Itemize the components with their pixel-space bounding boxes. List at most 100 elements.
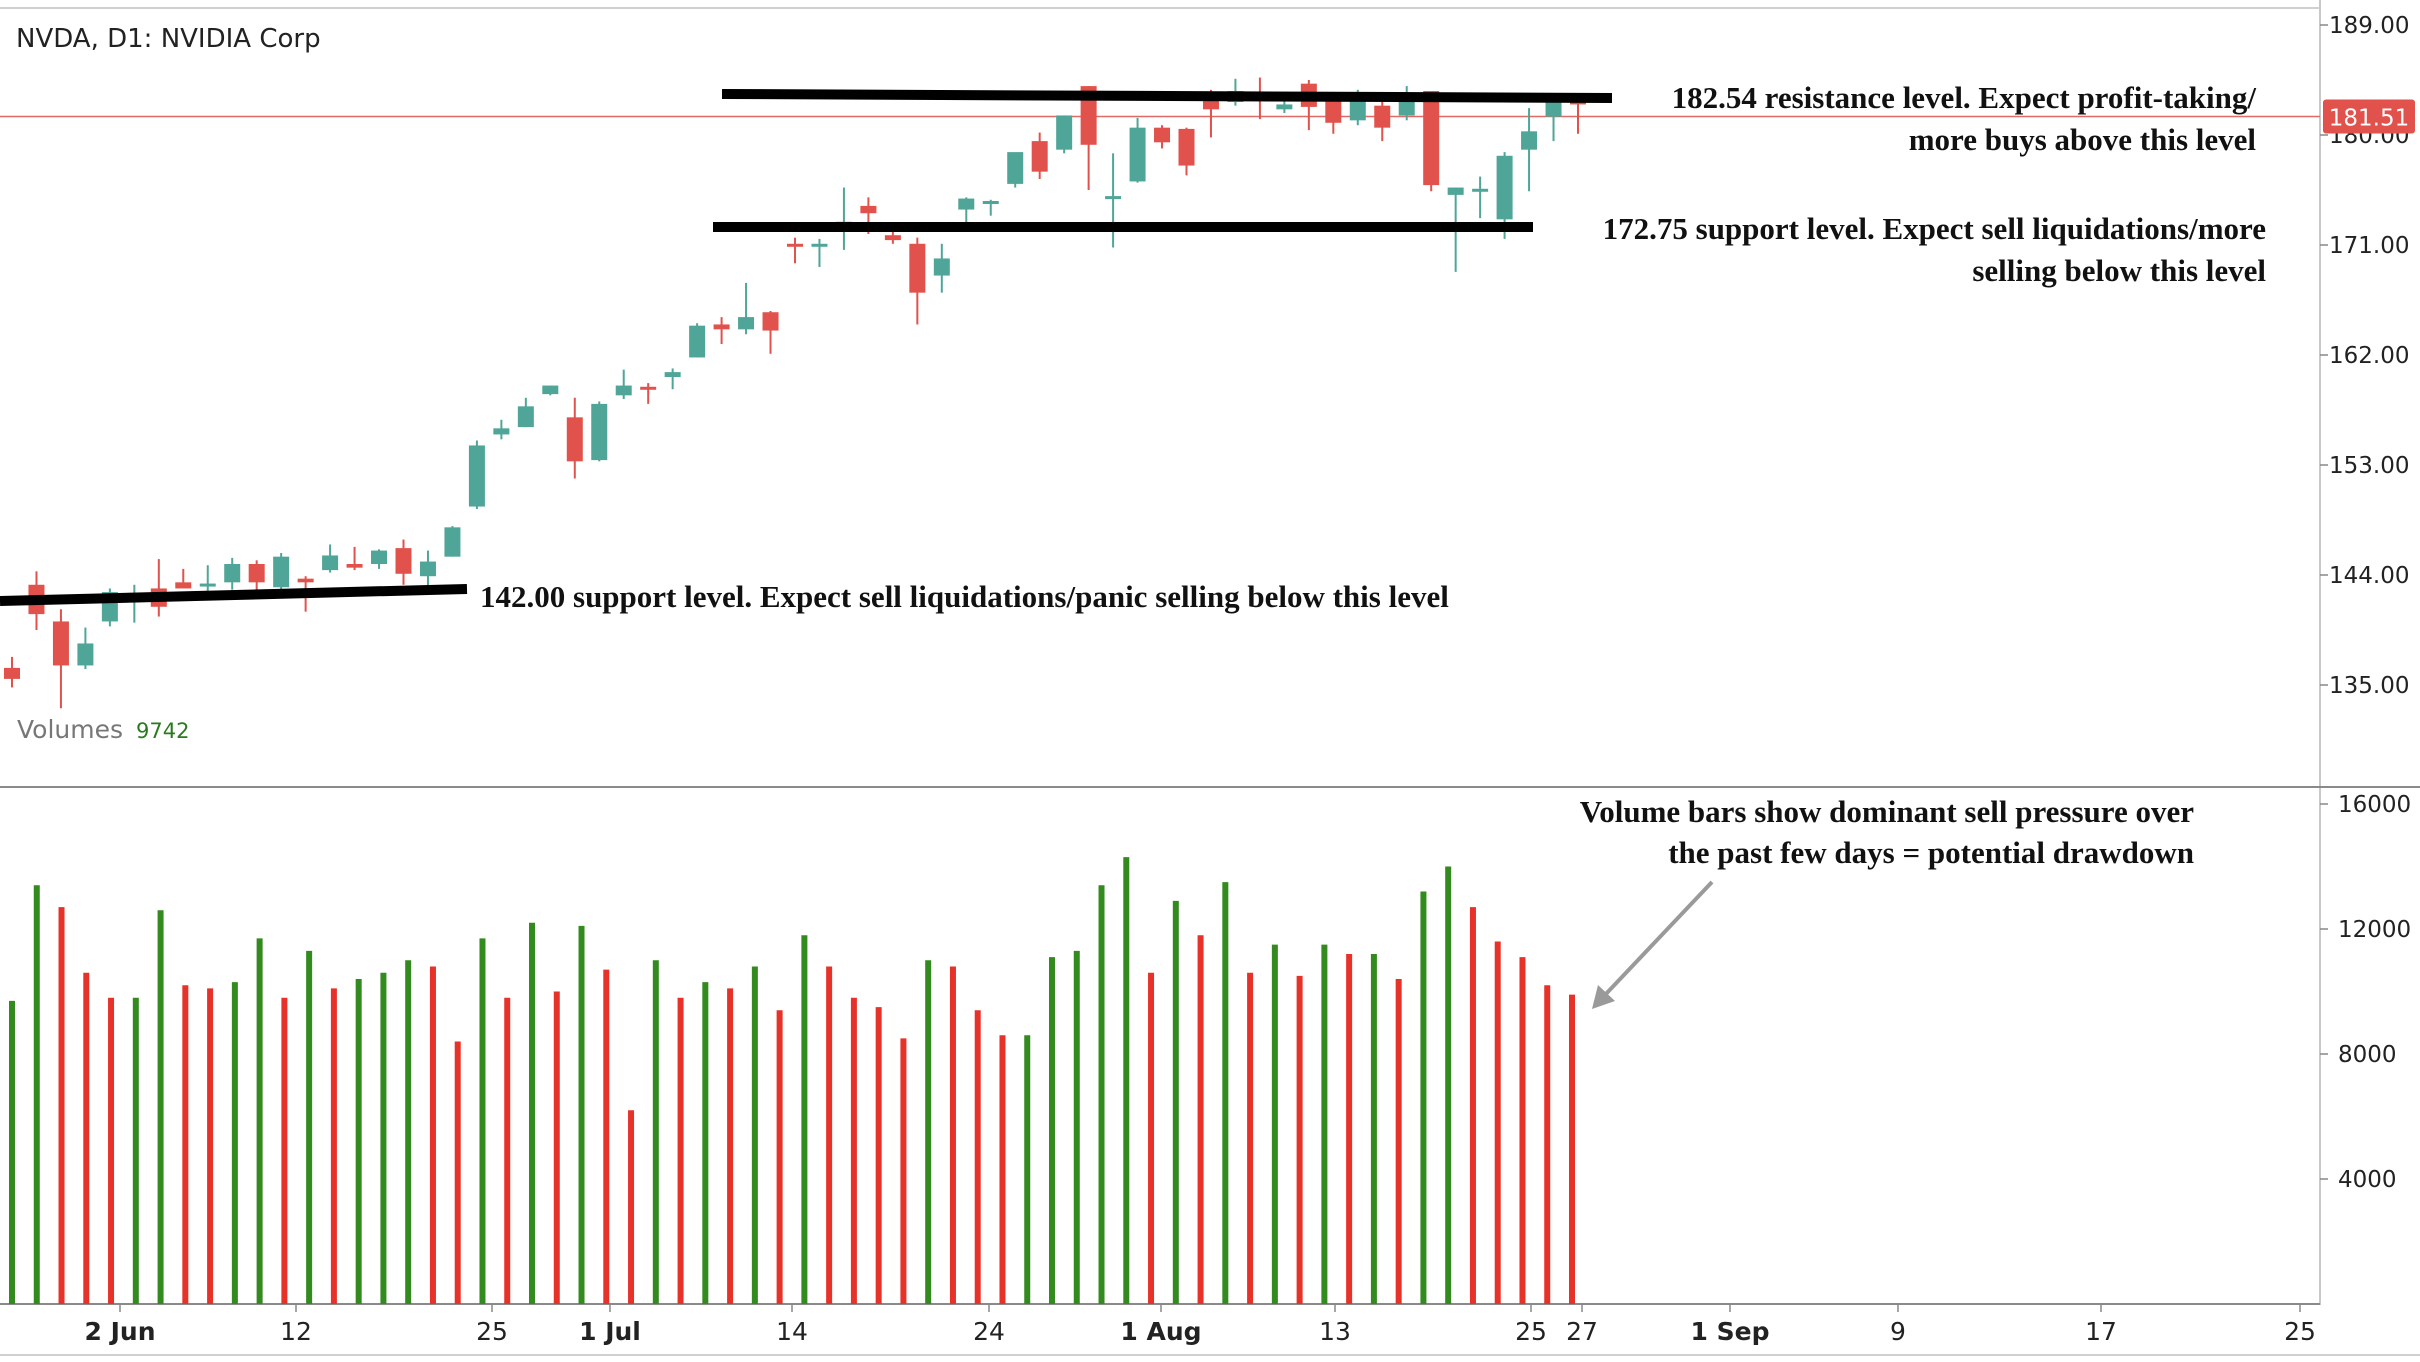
candle-body: [322, 555, 339, 571]
volume-bar: [33, 885, 40, 1304]
volume-bar: [1519, 957, 1526, 1304]
candle-body: [1398, 102, 1415, 116]
candle-body: [371, 550, 388, 564]
volume-bar: [529, 922, 535, 1304]
volume-bar-series: [9, 857, 1575, 1304]
candle: [224, 557, 241, 590]
volume-bar: [900, 1038, 907, 1304]
candle-body: [1080, 86, 1097, 145]
candle-body: [591, 403, 608, 461]
volume-bar: [355, 979, 362, 1304]
volume-tick-label: 4000: [2338, 1167, 2397, 1193]
support-note-2: 142.00 support level. Expect sell liquid…: [480, 579, 1449, 614]
volume-note-line-2: the past few days = potential drawdown: [1668, 835, 2194, 870]
volume-bar: [974, 1010, 981, 1304]
candle-body: [1545, 99, 1562, 117]
price-tick-label: 135.00: [2329, 673, 2409, 699]
candle-body: [77, 643, 94, 666]
resistance-note-line-2: more buys above this level: [1909, 122, 2257, 157]
volume-bar: [949, 966, 956, 1304]
volume-bar: [1420, 891, 1427, 1304]
candle-body: [738, 317, 755, 330]
time-tick-label: 2 Jun: [85, 1317, 156, 1346]
candle: [591, 401, 608, 462]
price-tick-label: 162.00: [2329, 343, 2409, 369]
volume-bar: [1024, 1035, 1031, 1304]
volume-bar: [380, 972, 387, 1304]
candle-body: [787, 243, 803, 247]
time-tick-label: 1 Jul: [579, 1317, 641, 1346]
volume-bar: [1469, 907, 1476, 1304]
candle-body: [542, 385, 559, 395]
volume-bar: [1148, 972, 1155, 1304]
candle: [689, 323, 706, 358]
volume-bar: [58, 907, 65, 1304]
candle: [493, 419, 510, 440]
price-tick-label: 153.00: [2329, 453, 2409, 479]
candle-body: [884, 235, 901, 241]
volume-bar: [108, 997, 115, 1304]
volume-bar: [1197, 935, 1204, 1304]
volume-bar: [578, 925, 585, 1304]
candle-body: [1056, 115, 1073, 150]
volume-bar: [479, 938, 486, 1304]
time-tick-label: 27: [1566, 1317, 1598, 1346]
candle-body: [615, 385, 632, 396]
candle-body: [860, 205, 877, 214]
candle-body: [444, 527, 461, 557]
candle-body: [811, 243, 828, 247]
candle: [444, 526, 461, 557]
candle-body: [52, 621, 69, 666]
candlestick-series: [4, 77, 1586, 709]
candle-body: [1105, 196, 1122, 200]
volume-bar: [1098, 885, 1105, 1304]
volume-bar: [628, 1110, 635, 1304]
volume-bar: [1073, 950, 1080, 1304]
volume-bar: [207, 988, 214, 1304]
volume-bar: [925, 960, 932, 1304]
volume-bar: [83, 972, 90, 1304]
candle: [1423, 91, 1440, 192]
candle: [713, 317, 730, 344]
candle-body: [1447, 187, 1464, 195]
price-tick-label: 144.00: [2329, 563, 2409, 589]
volume-bar: [702, 982, 709, 1304]
candle-body: [273, 556, 290, 588]
time-tick-label: 13: [1319, 1317, 1351, 1346]
volume-bar: [875, 1007, 882, 1304]
candle-body: [468, 445, 485, 507]
chart-title: NVDA, D1: NVIDIA Corp: [16, 24, 321, 54]
volume-axis[interactable]: 16000 12000 8000 4000: [2320, 792, 2411, 1193]
volume-bar: [826, 966, 833, 1304]
time-tick-label: 9: [1890, 1317, 1906, 1346]
candle: [419, 550, 436, 586]
support-line-142-00[interactable]: [0, 584, 468, 606]
candle: [787, 237, 803, 264]
volume-bar: [751, 966, 758, 1304]
candle-body: [1276, 104, 1293, 110]
candle: [1080, 86, 1097, 190]
candle: [615, 369, 632, 399]
candle: [322, 544, 339, 573]
candle-body: [175, 582, 192, 589]
support-note-1-line-1: 172.75 support level. Expect sell liquid…: [1603, 211, 2266, 246]
volume-bar: [330, 988, 337, 1304]
candle: [1178, 127, 1195, 176]
candle: [395, 539, 412, 585]
volume-bar: [553, 991, 560, 1304]
candle: [1472, 176, 1489, 219]
time-tick-label: 25: [476, 1317, 508, 1346]
time-axis[interactable]: 2 Jun 12 25 1 Jul 14 24 1 Aug 13 25 27 1 Sep 9 17 25: [85, 1304, 2316, 1346]
volume-bar: [1321, 944, 1328, 1304]
price-tick-label: 171.00: [2329, 233, 2409, 259]
volume-bar: [231, 982, 238, 1304]
volume-bar: [504, 997, 511, 1304]
resistance-line-182-54[interactable]: [721, 89, 1613, 103]
volume-bar: [776, 1010, 783, 1304]
candle-body: [933, 258, 950, 276]
volume-bar: [603, 969, 610, 1304]
volume-tick-label: 12000: [2338, 917, 2411, 943]
